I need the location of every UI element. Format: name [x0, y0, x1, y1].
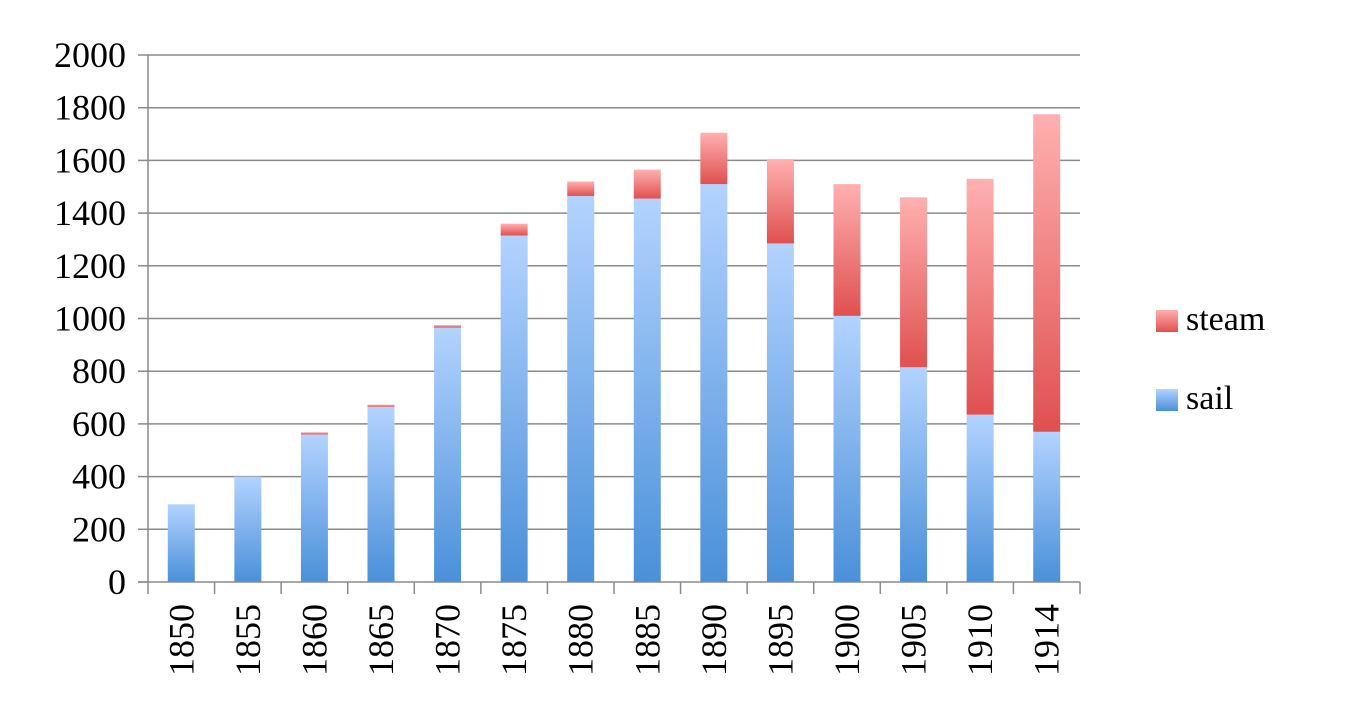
- y-tick-label: 1200: [54, 246, 126, 286]
- bar-steam-1865: [367, 404, 395, 407]
- bar-sail-1900: [833, 315, 861, 582]
- bar-steam-1890: [700, 132, 728, 185]
- legend-swatch-steam: [1156, 310, 1178, 332]
- x-tick-label: 1870: [428, 604, 468, 676]
- y-tick-label: 1800: [54, 88, 126, 128]
- x-tick-label: 1855: [228, 604, 268, 676]
- bar-sail-1890: [700, 184, 728, 583]
- bar-sail-1905: [900, 367, 928, 582]
- x-tick-label: 1885: [627, 604, 667, 676]
- y-tick-label: 200: [72, 509, 126, 549]
- x-tick-label: 1860: [294, 604, 334, 676]
- bar-sail-1865: [367, 406, 395, 582]
- bar-sail-1855: [234, 476, 262, 582]
- y-tick-label: 0: [108, 562, 126, 602]
- x-tick-label: 1850: [161, 604, 201, 676]
- x-tick-labels: 1850 1855 1860 1865 1870 1875 1880 1885 1890 1895…: [161, 604, 1066, 676]
- legend-swatch-sail: [1156, 389, 1178, 411]
- bar-steam-1875: [500, 223, 528, 236]
- x-tick-label: 1905: [894, 604, 934, 676]
- y-tick-label: 1000: [54, 299, 126, 339]
- x-tick-label: 1890: [694, 604, 734, 676]
- x-tick-label: 1880: [561, 604, 601, 676]
- legend-label-sail: sail: [1186, 380, 1233, 417]
- gridlines: [148, 54, 1080, 531]
- bar-sail-1880: [567, 195, 595, 582]
- x-tick-label: 1895: [760, 604, 800, 676]
- x-tick-label: 1914: [1027, 604, 1067, 676]
- bar-sail-1895: [766, 243, 794, 582]
- y-tick-label: 2000: [54, 35, 126, 75]
- bar-steam-1895: [766, 159, 794, 244]
- bar-steam-1860: [300, 432, 328, 435]
- bar-sail-1850: [167, 504, 195, 582]
- bar-sail-1910: [966, 414, 994, 582]
- x-tick-label: 1875: [494, 604, 534, 676]
- bar-sail-1875: [500, 235, 528, 582]
- y-tick-label: 1600: [54, 140, 126, 180]
- bar-sail-1870: [434, 327, 462, 582]
- bar-steam-1880: [567, 181, 595, 196]
- bar-steam-1885: [633, 169, 661, 199]
- bar-sail-1914: [1033, 431, 1061, 582]
- legend: steam sail: [1156, 301, 1265, 417]
- legend-label-steam: steam: [1186, 301, 1265, 338]
- x-tick-label: 1910: [960, 604, 1000, 676]
- bar-steam-1900: [833, 184, 861, 316]
- x-tick-label: 1865: [361, 604, 401, 676]
- bar-sail-1860: [300, 434, 328, 582]
- y-tick-label: 400: [72, 457, 126, 497]
- y-tick-label: 800: [72, 351, 126, 391]
- y-tick-labels: 0 200 400 600 800 1000 1200 1400 1600 1800 2000: [54, 35, 126, 602]
- axes: [138, 54, 1081, 594]
- y-tick-label: 1400: [54, 193, 126, 233]
- y-tick-label: 600: [72, 404, 126, 444]
- bar-sail-1885: [633, 198, 661, 583]
- bar-steam-1905: [900, 197, 928, 368]
- bar-steam-1870: [434, 325, 462, 328]
- bar-steam-1914: [1033, 114, 1061, 432]
- bars: [167, 114, 1061, 583]
- bar-steam-1910: [966, 178, 994, 415]
- x-tick-label: 1900: [827, 604, 867, 676]
